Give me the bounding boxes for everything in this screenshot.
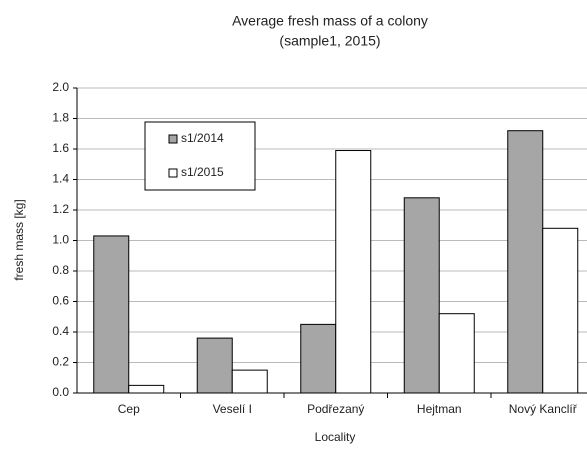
bar	[300, 323, 337, 394]
bar	[507, 130, 544, 394]
legend-label: s1/2015	[181, 165, 224, 179]
y-tick-label: 0.2	[52, 355, 69, 369]
x-tick-label: Nový Kanclíř	[509, 402, 578, 416]
x-tick-label: Veselí I	[213, 402, 252, 416]
y-tick-label: 1.4	[52, 172, 69, 186]
y-tick-label: 0.8	[52, 263, 69, 277]
legend-box	[144, 121, 256, 191]
legend-swatch	[168, 168, 178, 178]
y-tick-label: 1.8	[52, 111, 69, 125]
legend-swatch	[168, 134, 178, 144]
bar	[438, 313, 475, 394]
legend-label: s1/2014	[181, 131, 224, 145]
y-tick-label: 0.4	[52, 324, 69, 338]
x-axis-label: Locality	[315, 430, 356, 444]
y-tick-label: 0.6	[52, 294, 69, 308]
bar	[542, 227, 579, 394]
x-tick-label: Podřezaný	[307, 402, 364, 416]
chart-title: Average fresh mass of a colony	[232, 13, 428, 29]
bar	[335, 150, 372, 394]
bar	[231, 369, 268, 394]
y-tick-label: 1.6	[52, 141, 69, 155]
bar	[403, 197, 440, 394]
y-tick-label: 1.2	[52, 202, 69, 216]
y-tick-label: 1.0	[52, 233, 69, 247]
x-tick-label: Cep	[118, 402, 140, 416]
bar	[128, 384, 165, 394]
y-tick-label: 2.0	[52, 80, 69, 94]
x-tick-label: Hejtman	[417, 402, 462, 416]
chart-subtitle: (sample1, 2015)	[279, 33, 380, 49]
y-tick-label: 0.0	[52, 385, 69, 399]
bar	[93, 235, 130, 394]
y-axis-label: fresh mass [kg]	[12, 199, 26, 280]
bar	[196, 337, 233, 394]
